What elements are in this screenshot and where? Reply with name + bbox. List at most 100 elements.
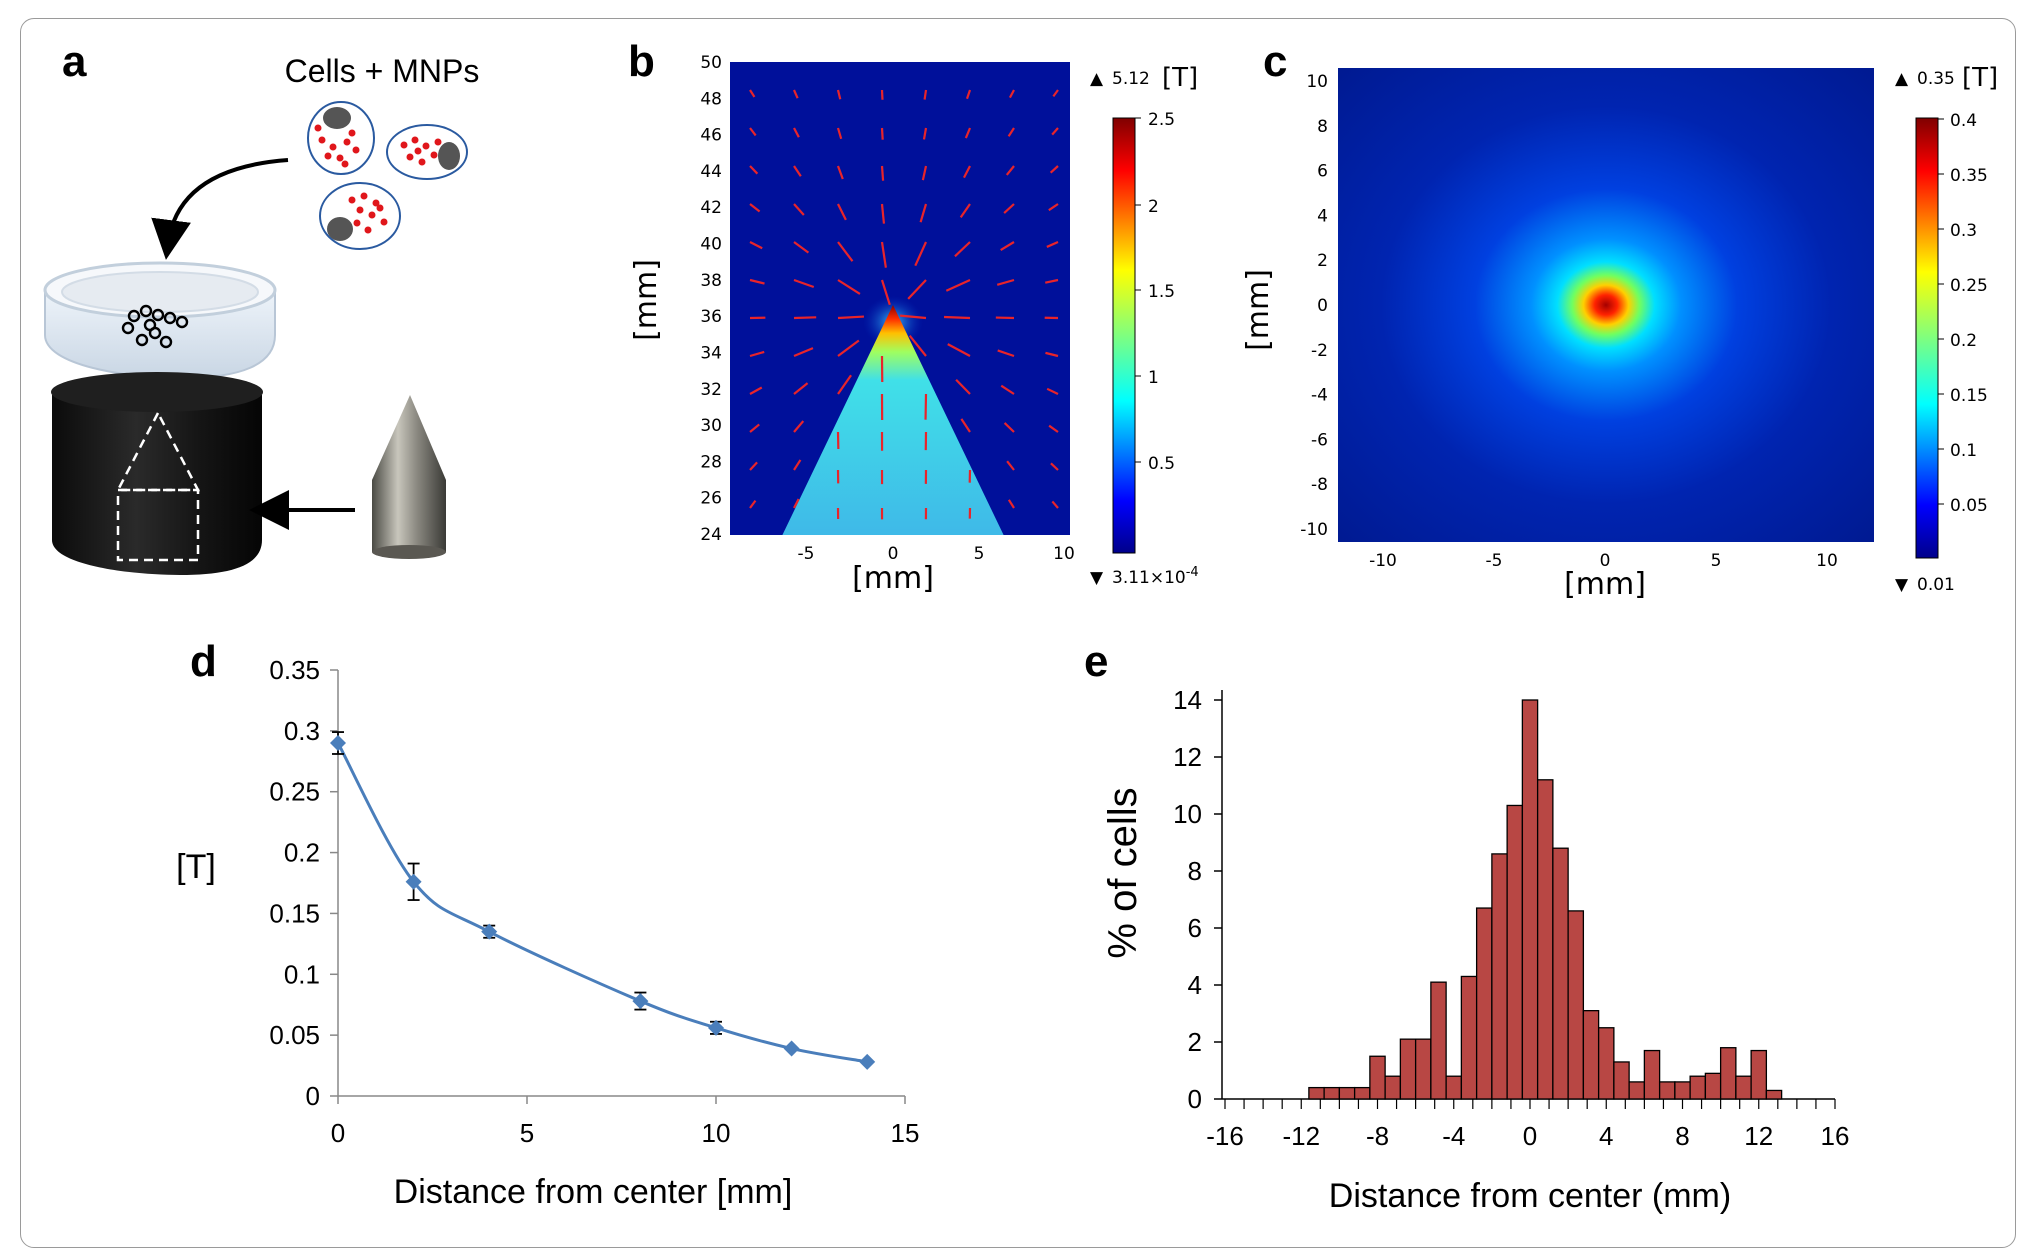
chart-e-ytick-label: 8 (1188, 856, 1202, 886)
chart-d-xtick-label: 15 (891, 1118, 920, 1148)
chart-e-bar (1705, 1073, 1720, 1099)
panel-b-ytick: 24 (700, 525, 722, 545)
panel-label-b: b (628, 37, 655, 86)
chart-d-xtick-label: 10 (702, 1118, 731, 1148)
field-vector-arrow (882, 166, 883, 181)
field-vector-arrow (882, 128, 883, 140)
chart-e-bar (1766, 1090, 1781, 1099)
panel-b-ytick: 32 (700, 380, 722, 400)
chart-e-ytick-label: 2 (1188, 1027, 1202, 1057)
chart-d-data-point (859, 1054, 875, 1070)
chart-e-xtick-label: -12 (1282, 1121, 1320, 1151)
chart-e-xtick-label: -4 (1442, 1121, 1465, 1151)
panel-c-ytick: 8 (1317, 117, 1328, 137)
colorbar-c-tick-label: 0.15 (1950, 386, 1988, 406)
panel-b-xtick: 5 (974, 544, 985, 564)
chart-e-bar (1538, 780, 1553, 1099)
colorbar-b-unit: [T] (1162, 63, 1198, 93)
panel-b-ytick: 30 (700, 416, 722, 436)
chart-d-ytick-label: 0.3 (284, 716, 320, 746)
panel-b-xtick: -5 (798, 544, 815, 564)
panel-c-ytick: -8 (1311, 475, 1328, 495)
chart-e-bar (1324, 1088, 1339, 1099)
panel-label-e: e (1084, 637, 1108, 686)
colorbar-b-max-marker: ▲ (1090, 69, 1104, 89)
chart-e-bar (1355, 1088, 1370, 1099)
panel-b-ylabel: [mm] (629, 259, 664, 341)
colorbar-b-ticks: 2.521.510.5 (1135, 110, 1175, 474)
panel-c-xtick: -5 (1486, 551, 1503, 571)
chart-e-bar (1583, 1011, 1598, 1099)
colorbar-b-min-marker: ▼ (1090, 568, 1104, 588)
chart-d-xtick-label: 0 (331, 1118, 345, 1148)
panel-b-ytick: 50 (700, 53, 722, 73)
panel-c-ytick: 6 (1317, 162, 1328, 182)
panel-c-ytick: -10 (1300, 520, 1328, 540)
chart-e-bar (1721, 1048, 1736, 1099)
chart-d-data-point (632, 993, 648, 1009)
colorbar-b-tick-label: 1 (1148, 368, 1159, 388)
chart-d-ytick-label: 0.2 (284, 838, 320, 868)
field-vector-arrow (794, 317, 816, 318)
chart-e-bar (1614, 1062, 1629, 1099)
colorbar-b-tick-label: 1.5 (1148, 282, 1175, 302)
chart-e-ylabel: % of cells (1101, 787, 1145, 958)
chart-e-bar (1339, 1088, 1354, 1099)
chart-e-bar (1309, 1088, 1324, 1099)
chart-e-xtick-label: 16 (1821, 1121, 1850, 1151)
chart-e-bar (1690, 1076, 1705, 1099)
panel-b-ytick: 34 (700, 343, 722, 363)
chart-e-bar (1599, 1028, 1614, 1099)
panel-c-xtick: 10 (1816, 551, 1838, 571)
chart-d-series-line (338, 743, 867, 1062)
colorbar-b-tick-label: 2 (1148, 197, 1159, 217)
panel-c-xtick: 5 (1711, 551, 1722, 571)
panel-b-ytick: 40 (700, 235, 722, 255)
chart-e-bar (1553, 848, 1568, 1099)
figure-canvas: a Cells + MNPs (0, 0, 2030, 1217)
panel-b-ytick: 36 (700, 307, 722, 327)
chart-e-bar (1568, 911, 1583, 1099)
chart-e-ytick-label: 10 (1173, 799, 1202, 829)
chart-e-bar (1477, 908, 1492, 1099)
colorbar-c-min-marker: ▼ (1895, 575, 1909, 595)
chart-e-bar (1660, 1082, 1675, 1099)
panel-label-c: c (1263, 37, 1287, 86)
chart-e-bar (1446, 1076, 1461, 1099)
colorbar-c-min: 0.01 (1917, 575, 1955, 595)
chart-d-data-point (330, 735, 346, 751)
panel-label-a: a (62, 37, 87, 86)
chart-e-ytick-label: 6 (1188, 913, 1202, 943)
chart-e-ytick-label: 4 (1188, 970, 1202, 1000)
chart-d-ylabel: [T] (176, 848, 216, 886)
colorbar-c-ticks: 0.40.350.30.250.20.150.10.05 (1938, 111, 1988, 516)
chart-e-xtick-label: -8 (1366, 1121, 1389, 1151)
colorbar-b-max: 5.12 (1112, 69, 1150, 89)
colorbar-c-tick-label: 0.1 (1950, 441, 1977, 461)
colorbar-c-tick-label: 0.2 (1950, 331, 1977, 351)
cells-mnps-caption: Cells + MNPs (285, 53, 480, 89)
colorbar-b-tick-label: 0.5 (1148, 454, 1175, 474)
panel-c-ylabel: [mm] (1241, 269, 1276, 351)
panel-label-d: d (190, 637, 217, 686)
chart-e-bar (1370, 1056, 1385, 1099)
chart-e-ytick-label: 0 (1188, 1084, 1202, 1114)
chart-e-ytick-label: 14 (1173, 685, 1202, 715)
chart-e-bar (1629, 1082, 1644, 1099)
culture-dish (45, 263, 275, 378)
panel-b-ytick: 38 (700, 271, 722, 291)
field-map-c (1338, 68, 1874, 542)
chart-e-xtick-label: 12 (1744, 1121, 1773, 1151)
chart-e-bar (1416, 1039, 1431, 1099)
colorbar-c-tick-label: 0.05 (1950, 496, 1988, 516)
chart-d-ytick-label: 0.1 (284, 959, 320, 989)
chart-d-ytick-label: 0.05 (269, 1020, 320, 1050)
chart-d-ytick-label: 0.35 (269, 655, 320, 685)
panel-b-xtick: 10 (1053, 544, 1075, 564)
chart-e-bar (1675, 1082, 1690, 1099)
chart-e-bar (1522, 700, 1537, 1099)
